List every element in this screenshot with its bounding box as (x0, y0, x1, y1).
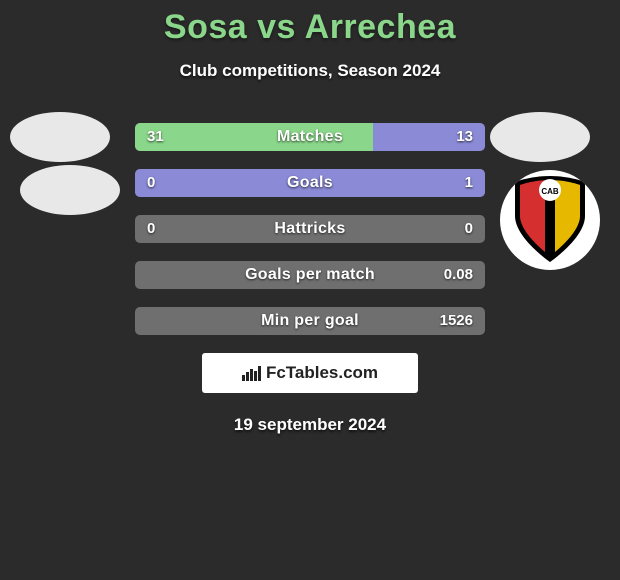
stat-label: Hattricks (135, 215, 485, 243)
stat-label: Min per goal (135, 307, 485, 335)
stat-row-gpm: Goals per match 0.08 (135, 261, 485, 289)
stat-row-hattricks: 0 Hattricks 0 (135, 215, 485, 243)
stat-label: Matches (135, 123, 485, 151)
stat-row-matches: 31 Matches 13 (135, 123, 485, 151)
bars-icon (242, 365, 262, 381)
date-label: 19 september 2024 (0, 415, 620, 435)
stat-right-value: 1526 (440, 307, 473, 335)
stat-row-goals: 0 Goals 1 (135, 169, 485, 197)
stat-right-value: 1 (465, 169, 473, 197)
brand-text: FcTables.com (266, 363, 378, 383)
stat-label: Goals (135, 169, 485, 197)
stat-label: Goals per match (135, 261, 485, 289)
stat-right-value: 13 (456, 123, 473, 151)
stat-row-mpg: Min per goal 1526 (135, 307, 485, 335)
subtitle: Club competitions, Season 2024 (0, 61, 620, 81)
stat-right-value: 0 (465, 215, 473, 243)
stat-right-value: 0.08 (444, 261, 473, 289)
brand-box[interactable]: FcTables.com (202, 353, 418, 393)
page-title: Sosa vs Arrechea (0, 8, 620, 47)
stats-block: 31 Matches 13 0 Goals 1 0 Hattricks 0 Go… (0, 123, 620, 335)
